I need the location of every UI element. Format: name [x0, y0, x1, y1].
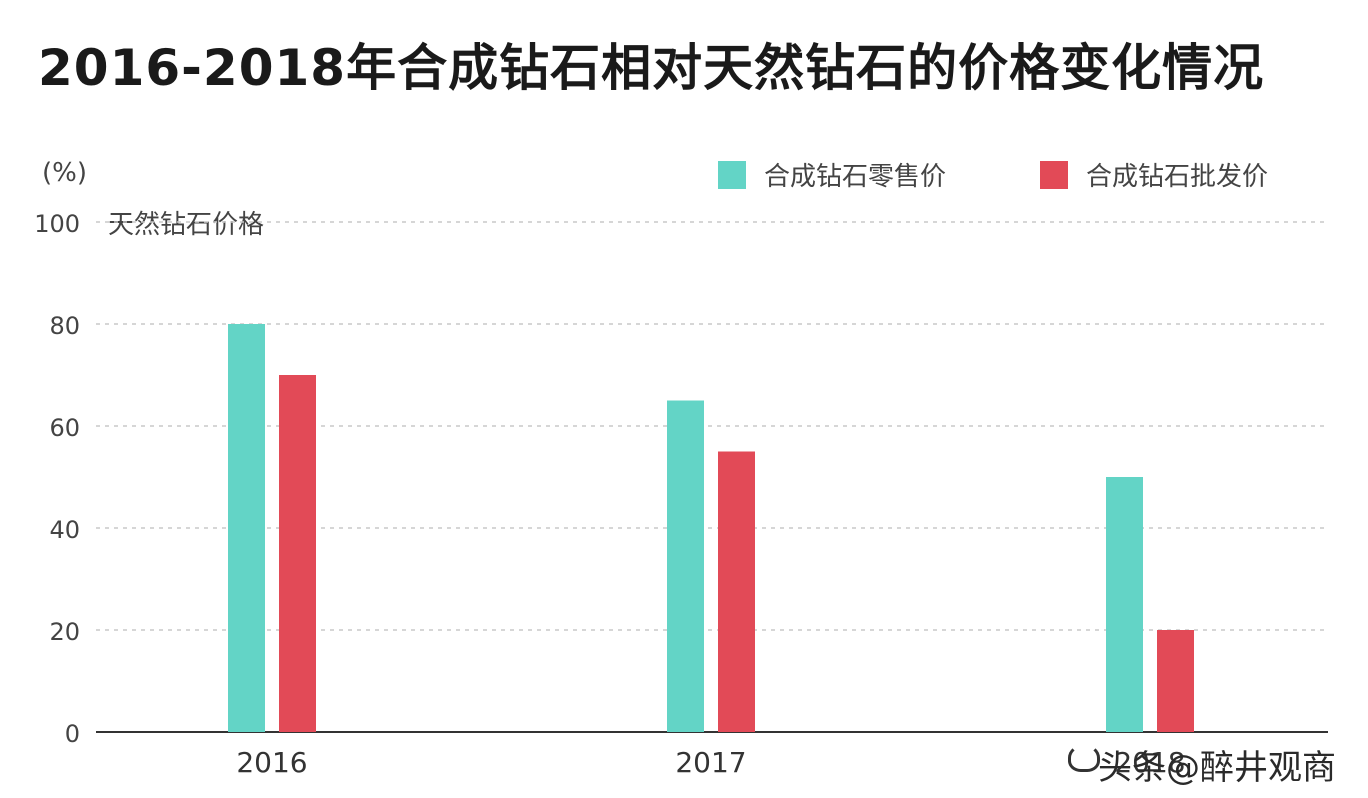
y-tick-label-100: 100: [34, 210, 80, 238]
y-tick-label-0: 0: [65, 720, 80, 748]
bar-2018-wholesale: [1157, 630, 1194, 732]
x-tick-label-2017: 2017: [675, 746, 746, 779]
bar-2018-retail: [1106, 477, 1143, 732]
y-tick-label-80: 80: [49, 312, 80, 340]
bar-2016-wholesale: [279, 375, 316, 732]
bar-2016-retail: [228, 324, 265, 732]
legend-swatch-wholesale: [1040, 160, 1068, 189]
legend-label-retail: 合成钻石零售价: [764, 162, 947, 192]
x-tick-label-2018: 2018: [1114, 746, 1185, 779]
legend-label-wholesale: 合成钻石批发价: [1086, 162, 1269, 192]
legend-item-retail: 合成钻石零售价: [718, 156, 946, 193]
x-tick-label-2016: 2016: [236, 746, 307, 779]
bar-2017-retail: [667, 400, 704, 732]
watermark-text: 头条@醉井观商: [1098, 748, 1336, 788]
y-axis-unit: (%): [42, 158, 87, 188]
y-tick-label-20: 20: [49, 618, 80, 646]
legend-item-wholesale: 合成钻石批发价: [1040, 156, 1268, 193]
watermark-logo: [1068, 744, 1100, 772]
y-tick-label-60: 60: [49, 414, 80, 442]
legend-swatch-retail: [718, 160, 746, 189]
chart-title: 2016-2018年合成钻石相对天然钻石的价格变化情况: [38, 39, 1265, 97]
bar-2017-wholesale: [718, 451, 755, 732]
reference-line-label: 天然钻石价格: [108, 210, 265, 240]
y-tick-label-40: 40: [49, 516, 80, 544]
